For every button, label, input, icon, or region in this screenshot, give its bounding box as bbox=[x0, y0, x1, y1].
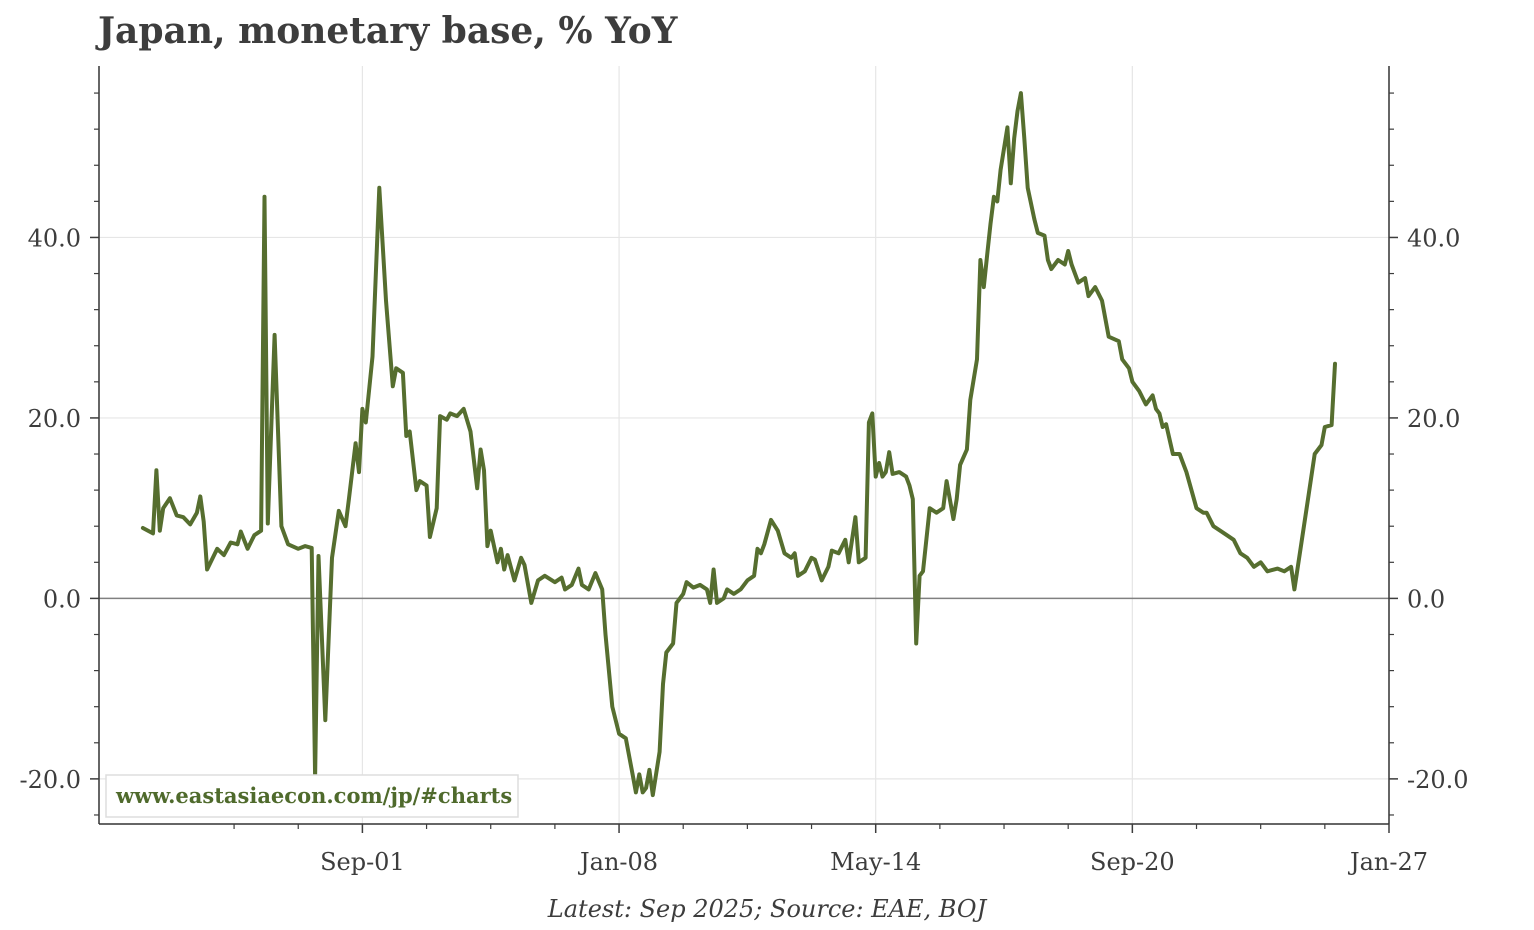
y-tick-label-right: -20.0 bbox=[1407, 766, 1469, 794]
x-tick-label: Sep-20 bbox=[1090, 848, 1175, 876]
x-tick-label: Jan-08 bbox=[577, 848, 658, 876]
axes-layer bbox=[98, 66, 1390, 825]
x-tick-label: Sep-01 bbox=[320, 848, 405, 876]
ticks-layer bbox=[90, 92, 1398, 833]
chart-title: Japan, monetary base, % YoY bbox=[98, 10, 678, 52]
y-tick-label-left: 0.0 bbox=[43, 585, 81, 613]
watermark-link[interactable]: www.eastasiaecon.com/jp/#charts bbox=[115, 783, 512, 808]
x-tick-label: May-14 bbox=[830, 848, 921, 876]
y-tick-label-left: -20.0 bbox=[19, 766, 81, 794]
y-tick-label-right: 20.0 bbox=[1407, 405, 1460, 433]
y-tick-label-right: 40.0 bbox=[1407, 224, 1460, 252]
y-tick-label-left: 40.0 bbox=[28, 224, 81, 252]
source-note: Latest: Sep 2025; Source: EAE, BOJ bbox=[547, 895, 987, 923]
watermark[interactable]: www.eastasiaecon.com/jp/#charts bbox=[105, 774, 519, 818]
series-line bbox=[140, 91, 1337, 798]
watermark-box bbox=[105, 774, 519, 818]
y-tick-label-right: 0.0 bbox=[1407, 585, 1445, 613]
labels-layer: -20.0 -20.0 0.0 0.0 20.0 20.0 40.0 40.0 Sep-01 Ja… bbox=[19, 224, 1468, 876]
y-tick-label-left: 20.0 bbox=[28, 405, 81, 433]
grid-layer bbox=[99, 66, 1389, 824]
x-tick-label: Jan-27 bbox=[1347, 848, 1428, 876]
